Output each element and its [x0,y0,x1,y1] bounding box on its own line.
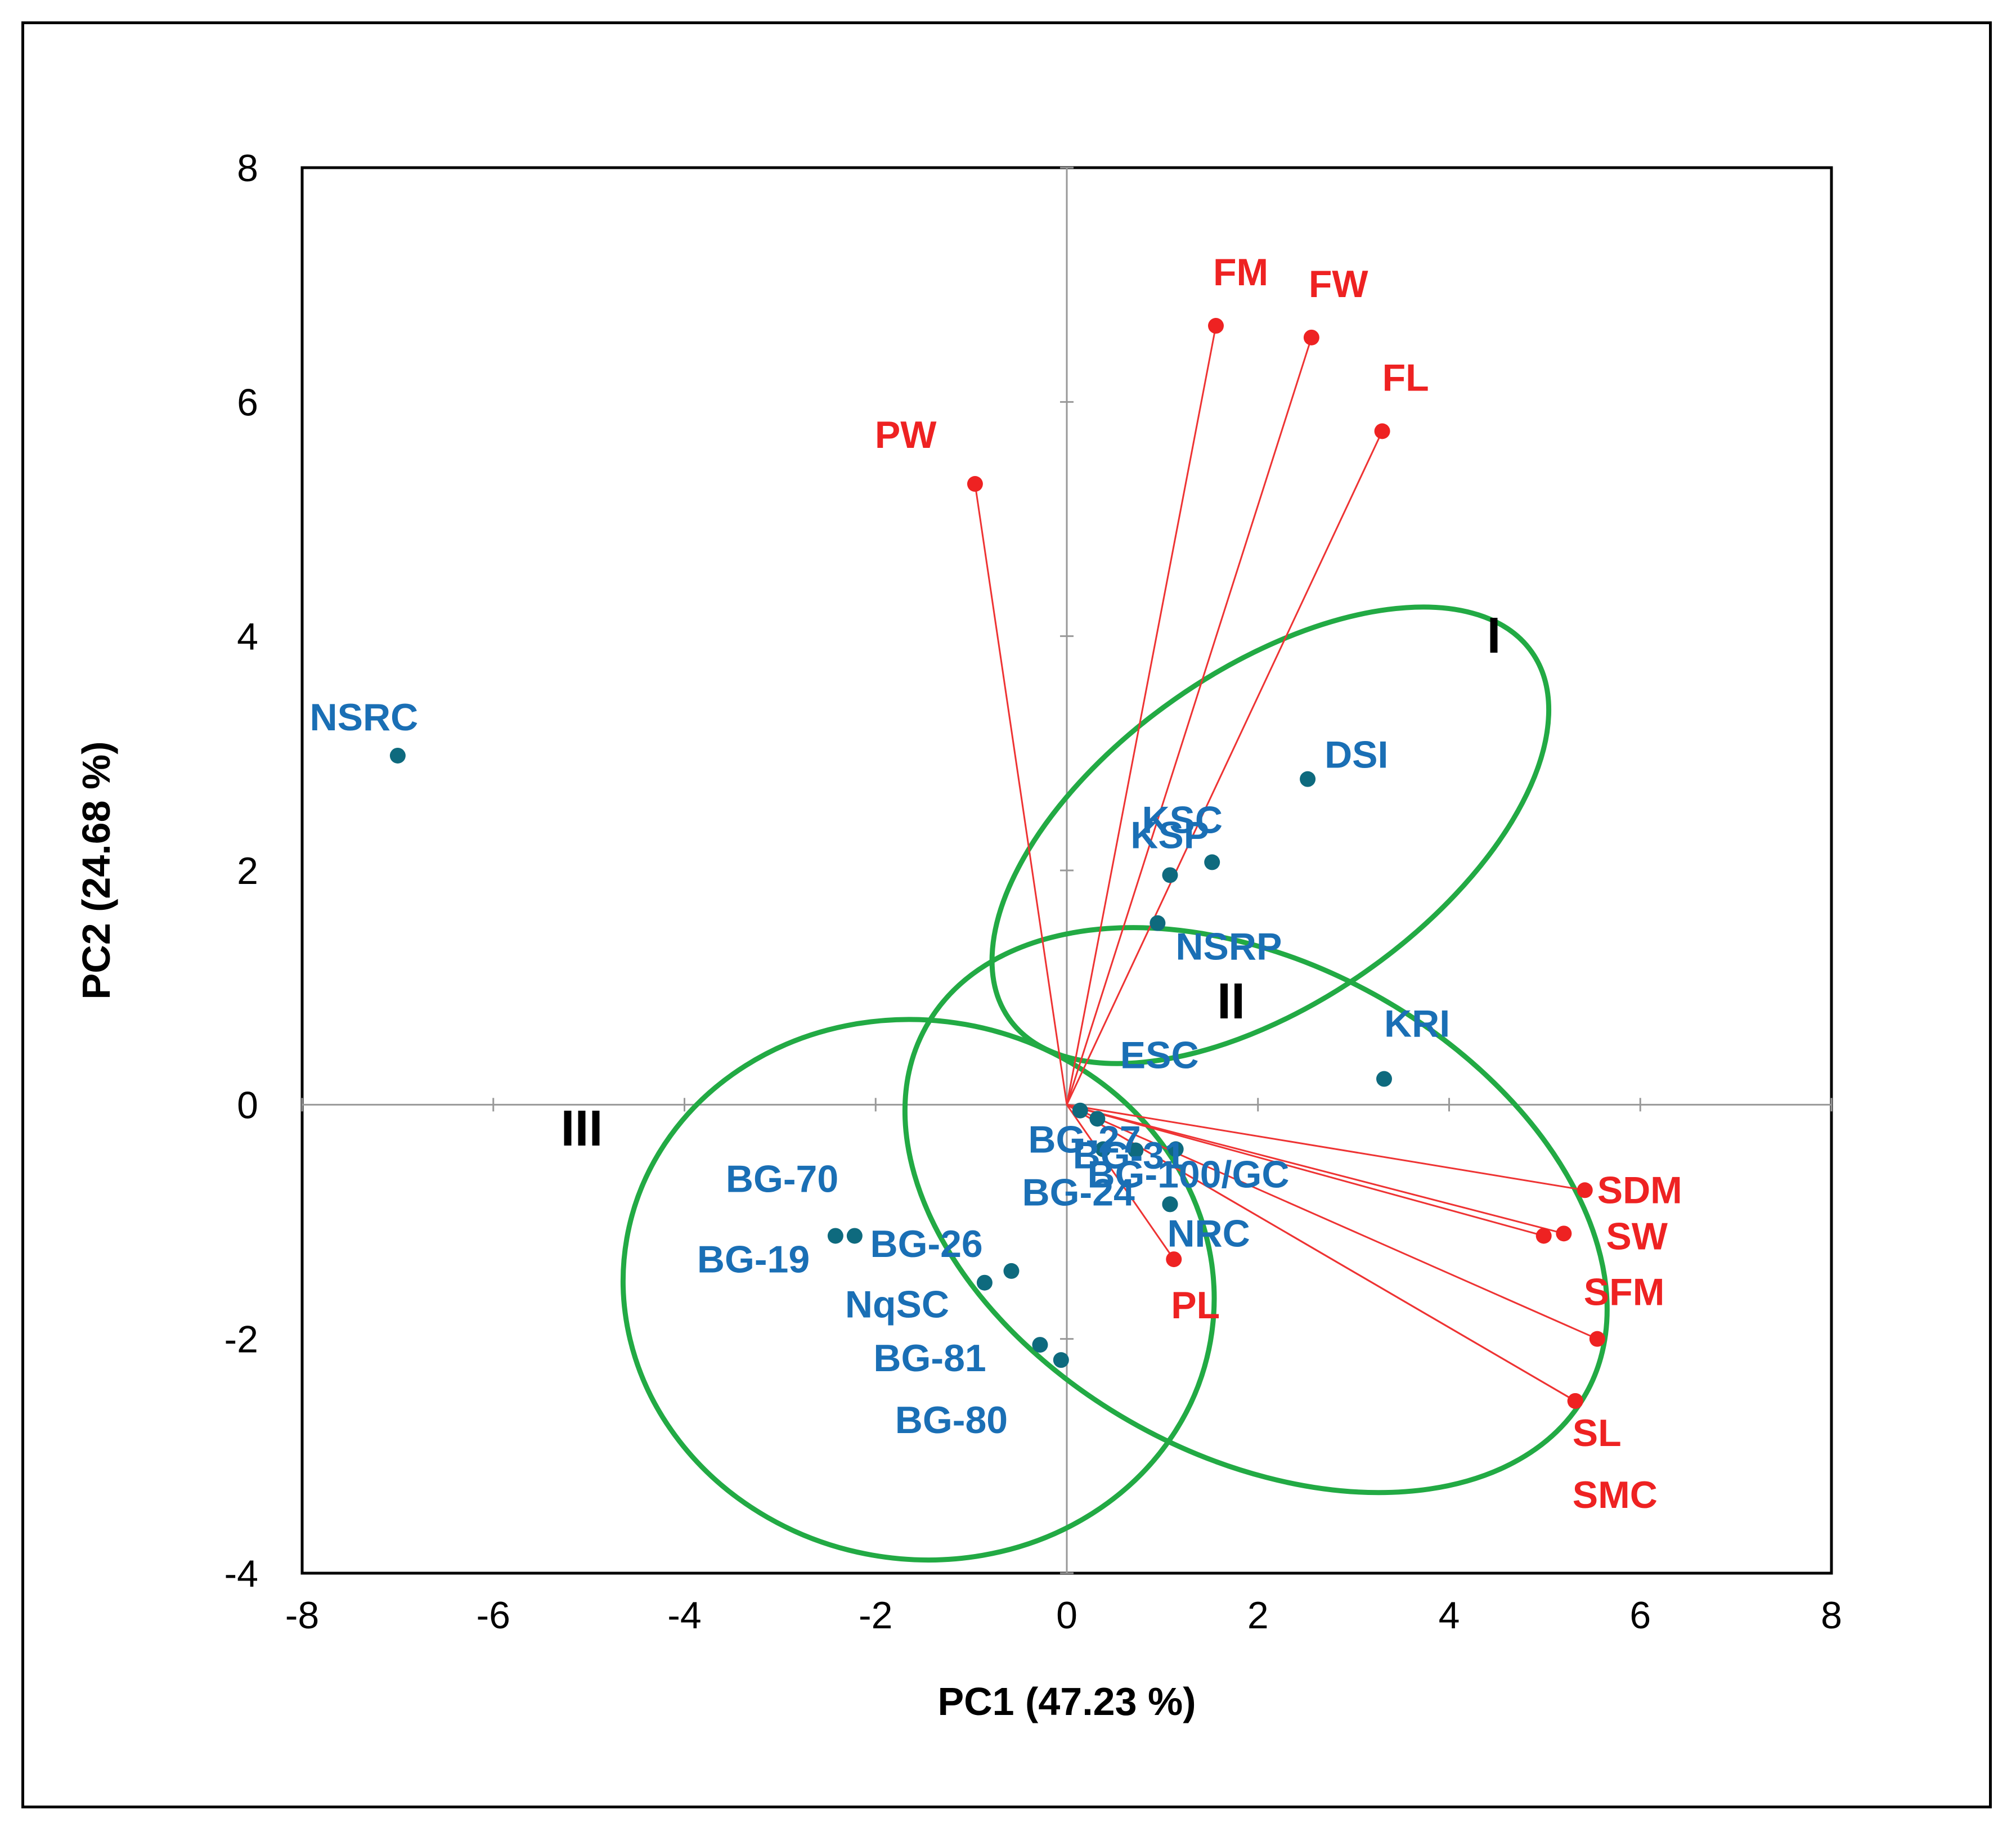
variable-point [967,476,983,492]
variable-point [1303,329,1319,345]
x-axis-title: PC1 (47.23 %) [937,1680,1196,1723]
x-tick-label: -4 [667,1594,701,1637]
genotype-points [389,747,1392,1368]
variable-label: FL [1382,356,1429,399]
genotype-point [1204,854,1220,870]
vector-line [1066,337,1313,1105]
variable-point [1208,318,1224,334]
vector-line [1066,325,1217,1105]
group-label-2: II [1217,973,1245,1030]
genotype-point [1376,1071,1392,1087]
variable-vectors [967,318,1605,1409]
genotype-point [1072,1102,1088,1119]
vector-line [1066,1104,1576,1402]
vector-line [1066,1104,1175,1260]
genotype-label: BG-24 [1022,1171,1135,1214]
variable-point [1577,1182,1593,1198]
y-tick-label: 0 [237,1084,258,1126]
variable-label: FW [1309,263,1369,306]
genotype-label: NSRC [310,696,419,739]
variable-label: SFM [1584,1271,1665,1314]
y-tick-label: -4 [225,1552,258,1595]
vector-line [1066,1103,1544,1237]
genotype-label: KSP [1130,814,1209,856]
genotype-point [1300,771,1316,787]
genotype-point [1003,1263,1020,1279]
genotype-label: BG-31 [1073,1134,1186,1177]
genotype-point [389,747,406,764]
x-tick-label: 8 [1821,1594,1842,1637]
genotype-point [1162,1196,1178,1213]
point-labels: IIIIIINSRCDSIKSPKSCNSRPKRIESCBG-27BG-24B… [310,251,1682,1516]
genotype-label: NSRP [1175,926,1282,968]
genotype-point [1150,915,1166,931]
x-tick-label: 2 [1247,1594,1269,1637]
y-tick-label: 8 [237,147,258,190]
genotype-label: BG-80 [895,1399,1008,1442]
vector-line [1066,1103,1564,1234]
x-tick-label: -6 [477,1594,510,1637]
genotype-label: BG-70 [726,1157,838,1200]
genotype-point [976,1274,993,1291]
group-label-3: III [560,1101,603,1157]
variable-label: SW [1606,1215,1668,1258]
x-tick-label: -8 [285,1594,319,1637]
variable-label: SL [1573,1412,1622,1454]
genotype-label: DSI [1324,734,1388,776]
vector-line [974,483,1068,1105]
group-label-1: I [1487,608,1501,664]
genotype-point [846,1228,863,1244]
vector-line [1066,430,1383,1105]
x-tick-label: 4 [1439,1594,1460,1637]
genotype-label: ESC [1120,1034,1199,1077]
x-tick-label: 6 [1629,1594,1651,1637]
group-ellipses [620,604,1610,1563]
genotype-point [1032,1337,1048,1353]
genotype-label: BG-100/GC [1087,1153,1289,1196]
variable-label: PL [1171,1284,1220,1327]
genotype-label: NqSC [845,1283,949,1326]
variable-point [1567,1393,1583,1409]
figure-border [21,21,1992,1808]
genotype-label: KSC [1142,798,1223,841]
x-tick-label: -2 [859,1594,892,1637]
group-ellipse-2 [902,925,1610,1496]
y-tick-label: 4 [237,616,258,658]
vector-line [1066,1103,1585,1191]
genotype-point [827,1228,843,1244]
variable-point [1374,423,1390,439]
variable-label: SMC [1573,1474,1658,1516]
group-ellipse-3 [620,1017,1217,1563]
variable-point [1589,1331,1605,1347]
y-tick-label: -2 [225,1318,258,1361]
variable-point [1166,1251,1182,1268]
genotype-point [1168,1141,1184,1157]
genotype-point [1128,1142,1144,1159]
variable-label: PW [875,414,937,456]
genotype-point [1089,1111,1106,1127]
y-tick-label: 6 [237,381,258,424]
axis-ticks: -8 -6 -4 -2 0 2 4 6 8 8 6 4 2 0 -2 -4 [225,147,1842,1637]
genotype-label: BG-26 [870,1223,982,1265]
vector-line [1066,1103,1598,1340]
genotype-label: BG-27 [1028,1118,1141,1161]
x-tick-label: 0 [1056,1594,1077,1637]
variable-point [1535,1228,1552,1244]
genotype-point [1162,867,1178,883]
genotype-label: BG-81 [873,1337,986,1380]
y-axis-title: PC2 (24.68 %) [74,741,118,999]
genotype-label: KRI [1384,1003,1450,1045]
variable-label: SDM [1597,1169,1682,1211]
genotype-point [1095,1141,1111,1157]
group-ellipse-1 [989,604,1552,1066]
genotype-point [1053,1352,1069,1368]
genotype-label: BG-19 [697,1238,810,1281]
variable-point [1556,1225,1572,1242]
y-tick-label: 2 [237,850,258,892]
variable-label: FM [1213,251,1268,294]
genotype-label: NRC [1167,1212,1250,1255]
